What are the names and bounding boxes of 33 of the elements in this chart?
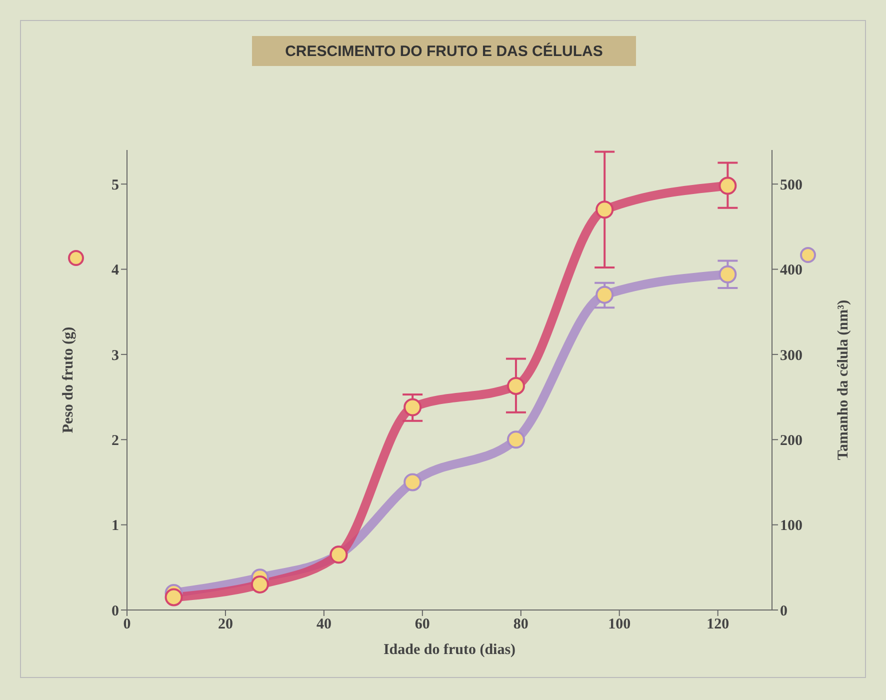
- point: [404, 473, 422, 492]
- y-tick-label: 3: [112, 348, 119, 364]
- y-tick-label: 0: [112, 603, 119, 620]
- point: [506, 430, 525, 449]
- point: [718, 265, 737, 284]
- x-tick-label: 60: [414, 616, 430, 633]
- x-tick-label: 100: [608, 616, 631, 633]
- y2-tick-label: 300: [780, 348, 802, 364]
- y-axis-title: Peso do fruto (g): [60, 326, 76, 434]
- point: [596, 200, 614, 219]
- y2-tick-label: 100: [780, 518, 802, 534]
- point: [506, 376, 525, 395]
- y-tick-label: 2: [112, 432, 119, 449]
- chart-title: CRESCIMENTO DO FRUTO E DAS CÉLULAS: [252, 36, 636, 66]
- x-tick-label: 0: [123, 616, 131, 633]
- y2-tick-label: 400: [780, 262, 802, 279]
- x-tick-label: 40: [316, 616, 332, 633]
- y2-tick-label: 200: [780, 432, 802, 449]
- point: [404, 398, 422, 416]
- x-tick-label: 20: [218, 616, 233, 633]
- y2-axis-title: Tamanho da célula (nm³): [835, 300, 852, 460]
- y-tick-label: 4: [112, 262, 120, 279]
- point: [164, 588, 183, 606]
- point: [718, 176, 737, 195]
- x-tick-label: 120: [706, 616, 730, 633]
- point: [596, 286, 614, 304]
- x-tick-label: 80: [513, 616, 528, 633]
- y-tick-label: 5: [112, 177, 119, 194]
- point: [250, 575, 269, 594]
- y2-tick-label: 500: [780, 177, 802, 194]
- y2-tick-label: 0: [780, 603, 788, 620]
- x-axis-title: Idade do fruto (dias): [383, 642, 516, 658]
- y-tick-label: 1: [112, 518, 119, 534]
